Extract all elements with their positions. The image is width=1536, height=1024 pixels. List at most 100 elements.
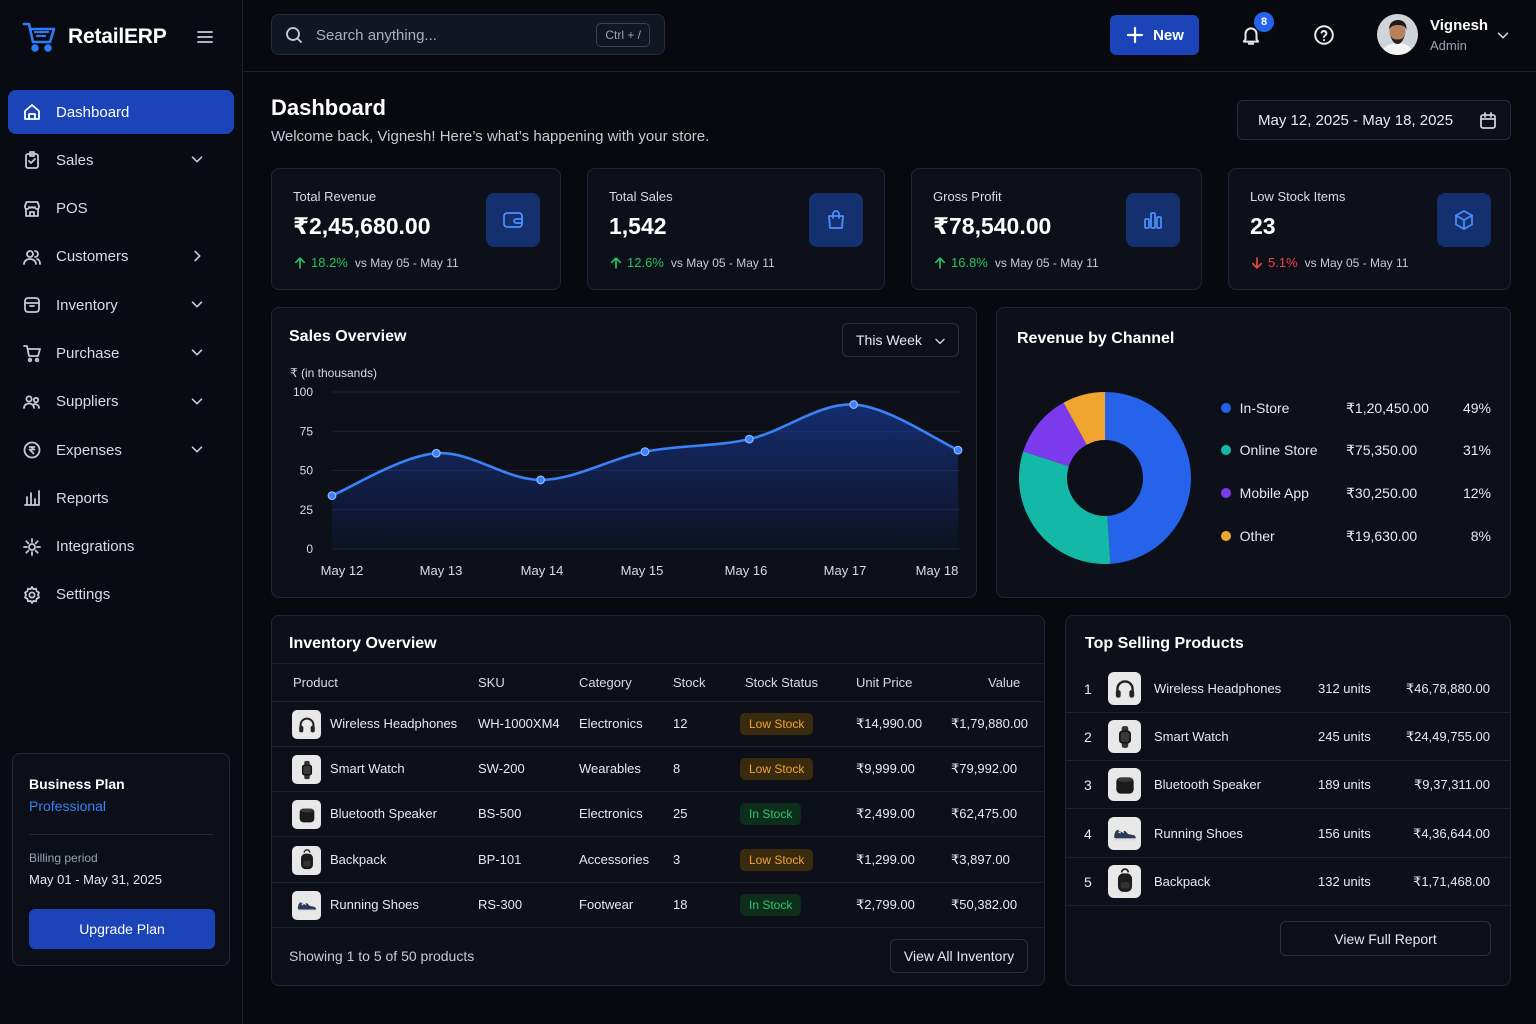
view-all-inventory-button[interactable]: View All Inventory <box>890 939 1028 973</box>
cell-value: ₹50,382.00 <box>951 896 1018 912</box>
column-header[interactable]: SKU <box>478 675 505 690</box>
legend-item[interactable]: In-Store ₹1,20,450.00 49% <box>1221 398 1491 418</box>
rank: 4 <box>1084 825 1092 842</box>
legend-value: ₹19,630.00 <box>1346 527 1418 544</box>
column-header[interactable]: Category <box>579 675 632 690</box>
cell-sku: BP-101 <box>478 851 522 867</box>
page-title: Dashboard <box>271 95 386 120</box>
legend-item[interactable]: Mobile App ₹30,250.00 12% <box>1221 483 1491 503</box>
help-icon[interactable] <box>1313 24 1335 46</box>
sidebar-item-label: Inventory <box>56 296 118 314</box>
list-item[interactable]: 1 Wireless Headphones 312 units ₹46,78,880.… <box>1066 665 1510 713</box>
product-name: Running Shoes <box>1154 825 1243 841</box>
column-header[interactable]: Stock <box>673 675 706 690</box>
list-item[interactable]: 2 Smart Watch 245 units ₹24,49,755.00 <box>1066 713 1510 762</box>
user-role: Admin <box>1430 38 1467 53</box>
kpi-compare: vs May 05 - May 11 <box>354 255 459 270</box>
legend-label: Other <box>1239 528 1275 544</box>
pie-slice[interactable] <box>1063 392 1105 445</box>
avatar-image <box>1377 14 1418 55</box>
upgrade-plan-button[interactable]: Upgrade Plan <box>29 909 215 949</box>
column-header[interactable]: Product <box>293 675 338 690</box>
table-row[interactable]: Bluetooth Speaker BS-500 Electronics 25 ₹2,4… <box>272 792 1044 838</box>
table-row[interactable]: Smart Watch SW-200 Wearables 8 ₹9,999.00 ₹79,… <box>272 747 1044 793</box>
table-row[interactable]: Wireless Headphones WH-1000XM4 Electronics… <box>272 702 1044 747</box>
avatar[interactable] <box>1377 14 1418 55</box>
backpack-icon <box>292 845 321 875</box>
period-select[interactable]: This Week <box>842 323 959 357</box>
brand-logo[interactable]: RetailERP <box>22 20 167 54</box>
cell-price: ₹2,799.00 <box>856 896 915 912</box>
arrow-up-icon <box>610 256 622 269</box>
cell-sku: WH-1000XM4 <box>478 716 560 731</box>
cell-stock: 3 <box>673 851 681 867</box>
list-item[interactable]: 4 Running Shoes 156 units ₹4,36,644.00 <box>1066 810 1510 858</box>
cell-product: Bluetooth Speaker <box>330 806 437 822</box>
cell-product: Smart Watch <box>330 761 405 777</box>
column-header[interactable]: Value <box>988 675 1021 690</box>
kpi-compare: vs May 05 - May 11 <box>670 255 775 270</box>
data-point <box>953 445 963 455</box>
data-point <box>849 400 859 409</box>
cell-stock: 12 <box>673 716 688 731</box>
column-header[interactable]: Stock Status <box>745 675 818 690</box>
legend-item[interactable]: Other ₹19,630.00 8% <box>1221 526 1491 546</box>
list-item[interactable]: 3 Bluetooth Speaker 189 units ₹9,37,311.00 <box>1066 761 1510 810</box>
sidebar-item-label: POS <box>56 200 88 218</box>
table-header-divider <box>272 701 1044 702</box>
kpi-icon-badge <box>1437 193 1491 247</box>
shoe-icon <box>1108 816 1141 850</box>
menu-toggle-icon[interactable] <box>195 27 215 47</box>
date-range-picker[interactable]: May 12, 2025 - May 18, 2025 <box>1237 100 1511 140</box>
sales-overview-card: Sales Overview This Week ₹ (in thousands… <box>271 307 977 598</box>
x-tick-label: May 15 <box>621 563 664 578</box>
pie-slice[interactable] <box>1023 402 1087 467</box>
sidebar-item-suppliers[interactable]: Suppliers <box>8 380 234 424</box>
kpi-card-total-revenue: Total Revenue ₹2,45,680.00 18.2% vs May … <box>271 168 561 290</box>
store-icon <box>24 200 40 217</box>
sidebar-item-sales[interactable]: Sales <box>8 138 234 182</box>
data-point <box>536 475 546 485</box>
sidebar-item-dashboard[interactable]: Dashboard <box>8 90 234 134</box>
shoe-icon <box>292 890 321 920</box>
pie-slice[interactable] <box>1105 392 1191 564</box>
sidebar-nav: Dashboard Sales POS Customers Inventory … <box>8 90 234 621</box>
pie-slice[interactable] <box>1019 451 1111 564</box>
column-header[interactable]: Unit Price <box>856 675 913 690</box>
sidebar-item-label: Customers <box>56 248 129 266</box>
x-tick-label: May 12 <box>321 563 364 578</box>
chevron-down-icon[interactable] <box>1494 26 1512 44</box>
x-tick-label: May 18 <box>916 563 959 578</box>
sidebar-item-expenses[interactable]: Expenses <box>8 428 234 472</box>
sidebar-item-integrations[interactable]: Integrations <box>8 525 234 569</box>
sidebar-item-customers[interactable]: Customers <box>8 235 234 279</box>
legend-label: In-Store <box>1239 400 1290 416</box>
sidebar-item-inventory[interactable]: Inventory <box>8 283 234 327</box>
new-button[interactable]: New <box>1110 15 1199 55</box>
cell-sku: BS-500 <box>478 806 522 822</box>
table-row[interactable]: Running Shoes RS-300 Footwear 18 ₹2,799.00 ₹5… <box>272 883 1044 928</box>
list-item[interactable]: 5 Backpack 132 units ₹1,71,468.00 <box>1066 858 1510 906</box>
sidebar-item-pos[interactable]: POS <box>8 187 234 231</box>
status-badge: In Stock <box>740 893 802 916</box>
product-name: Wireless Headphones <box>1154 681 1282 696</box>
bell-icon[interactable] <box>1240 24 1262 46</box>
brand-name: RetailERP <box>68 25 167 48</box>
sidebar-item-reports[interactable]: Reports <box>8 476 234 520</box>
kpi-card-gross-profit: Gross Profit ₹78,540.00 16.8% vs May 05 … <box>911 168 1202 290</box>
billing-label: Billing period <box>29 851 98 865</box>
table-row[interactable]: Backpack BP-101 Accessories 3 ₹1,299.00 ₹3,89… <box>272 838 1044 883</box>
sidebar-item-settings[interactable]: Settings <box>8 573 234 617</box>
status-badge: Low Stock <box>740 758 814 781</box>
product-revenue: ₹24,49,755.00 <box>1405 729 1490 745</box>
sidebar-item-label: Reports <box>56 489 109 507</box>
view-full-report-button[interactable]: View Full Report <box>1280 921 1491 956</box>
search-input[interactable]: Search anything... Ctrl + / <box>271 14 665 55</box>
x-tick-label: May 13 <box>420 563 463 578</box>
product-revenue: ₹46,78,880.00 <box>1405 681 1490 696</box>
chevron-down-icon <box>935 338 945 345</box>
kpi-value: 1,542 <box>609 213 667 239</box>
legend-item[interactable]: Online Store ₹75,350.00 31% <box>1221 440 1491 460</box>
sidebar-item-purchase[interactable]: Purchase <box>8 331 234 375</box>
legend-percent: 12% <box>1462 485 1491 501</box>
